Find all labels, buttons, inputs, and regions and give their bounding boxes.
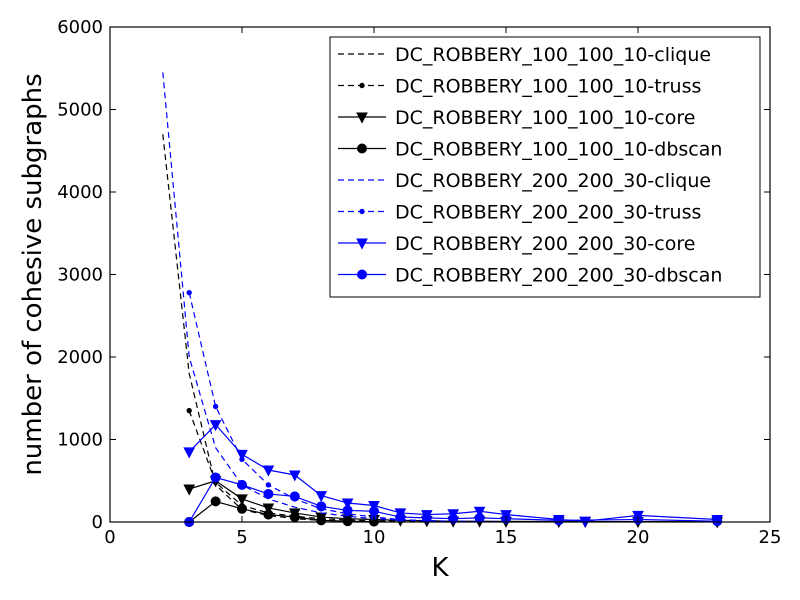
data-point [186, 407, 192, 414]
x-tick-label: 15 [495, 527, 518, 548]
series-7 [184, 472, 723, 527]
data-point [473, 506, 486, 518]
y-tick-label: 4000 [57, 182, 103, 203]
data-point [262, 465, 275, 477]
x-tick-label: 25 [759, 527, 782, 548]
y-tick-label: 0 [92, 512, 103, 533]
data-point [421, 512, 432, 523]
y-tick-label: 3000 [57, 265, 103, 286]
data-point [212, 403, 219, 410]
x-axis-label: K [431, 553, 449, 583]
data-point [395, 512, 406, 523]
legend-label: DC_ROBBERY_100_100_10-clique [395, 44, 711, 66]
x-tick-label: 0 [104, 527, 115, 548]
legend-label: DC_ROBBERY_100_100_10-truss [395, 76, 701, 98]
y-tick-label: 2000 [57, 347, 103, 368]
data-point [369, 506, 379, 517]
data-point [265, 482, 272, 488]
data-point [263, 488, 274, 499]
data-point [183, 484, 196, 496]
data-point [712, 516, 723, 527]
data-point [209, 420, 222, 432]
series-line [162, 72, 507, 523]
data-point [341, 498, 354, 510]
data-point [186, 289, 192, 296]
y-tick-label: 5000 [57, 100, 103, 121]
legend-label: DC_ROBBERY_200_200_30-clique [395, 170, 711, 192]
data-point [210, 472, 221, 483]
data-point [262, 503, 275, 515]
data-point [288, 470, 301, 482]
legend-label: DC_ROBBERY_100_100_10-core [395, 107, 695, 129]
y-axis-label: number of cohesive subgraphs [18, 73, 48, 475]
data-point [448, 513, 459, 524]
legend-label: DC_ROBBERY_200_200_30-truss [395, 202, 701, 224]
y-tick-label: 1000 [57, 430, 103, 451]
legend-label: DC_ROBBERY_100_100_10-dbscan [395, 139, 722, 161]
ticks-layer: 0 5 10 15 20 25 0 1000 2000 3000 4000 5000 6000 [57, 17, 781, 548]
legend-label: DC_ROBBERY_200_200_30-dbscan [395, 265, 722, 287]
legend-label: DC_ROBBERY_200_200_30-core [395, 233, 695, 255]
data-point [236, 449, 248, 461]
legend-marker [359, 82, 365, 89]
data-point [289, 512, 300, 523]
data-point [316, 501, 327, 512]
x-tick-label: 5 [236, 527, 247, 548]
data-point [342, 516, 353, 527]
data-point [368, 501, 380, 513]
legend: DC_ROBBERY_100_100_10-clique DC_ROBBERY_1… [329, 36, 761, 298]
data-point [474, 512, 485, 523]
x-tick-label: 10 [363, 527, 386, 548]
series-4 [162, 72, 507, 523]
data-point [237, 479, 247, 490]
legend-marker [357, 269, 367, 280]
legend-marker [357, 143, 367, 154]
x-tick-label: 20 [627, 527, 650, 548]
legend-box [329, 36, 761, 298]
legend-marker [359, 208, 365, 215]
data-point [183, 447, 196, 459]
data-point [315, 491, 328, 503]
data-point [237, 503, 247, 514]
series-line [188, 476, 718, 523]
data-point [210, 496, 221, 507]
legend-marker [356, 238, 368, 250]
data-point [553, 515, 564, 526]
data-point [236, 494, 248, 506]
data-point [263, 509, 274, 520]
legend-marker [356, 112, 368, 124]
data-point [342, 505, 353, 516]
y-tick-label: 6000 [57, 17, 103, 38]
data-point [289, 491, 300, 502]
data-point [316, 515, 327, 526]
